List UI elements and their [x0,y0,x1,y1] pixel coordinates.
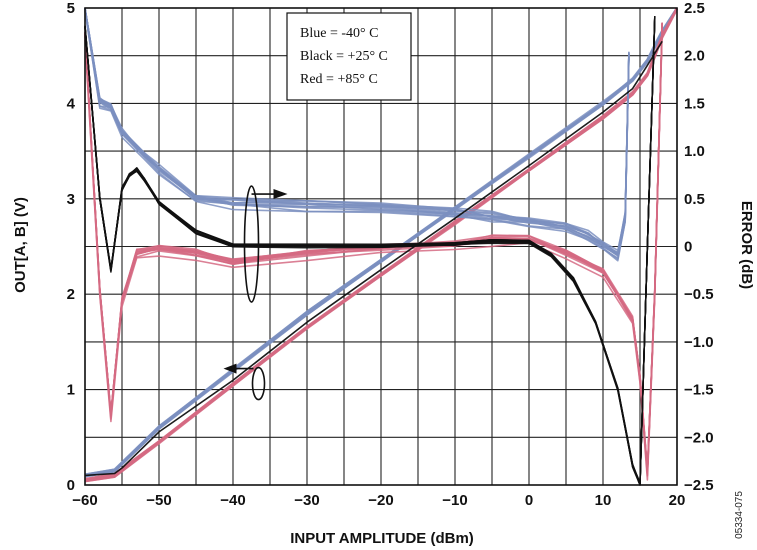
x-tick-label: 10 [595,492,612,509]
y-right-tick-label: −1.5 [684,382,714,399]
x-tick-label: −50 [146,492,171,509]
y-right-tick-label: −1.0 [684,334,714,351]
series-layer [84,7,678,486]
y-left-tick-label: 2 [67,286,75,303]
y-right-tick-label: 2.0 [684,48,705,65]
legend-entry-red: Red = +85° C [300,72,378,87]
y-right-tick-label: −2.5 [684,477,714,494]
x-tick-label: 20 [669,492,686,509]
legend: Blue = -40° C Black = +25° C Red = +85° … [286,12,412,101]
series-line [84,8,630,261]
series-black-out [84,40,663,477]
y-left-tick-label: 0 [67,477,75,494]
y-right-tick-label: 0 [684,239,692,256]
series-line [84,9,630,257]
x-tick-label: 0 [525,492,533,509]
y-right-tick-label: 0.5 [684,191,705,208]
figure-id: 05334-075 [734,491,745,539]
y-right-tick-label: −2.0 [684,429,714,446]
series-line [84,40,663,477]
y-right-tick-label: −0.5 [684,286,714,303]
y-left-tick-label: 1 [67,382,75,399]
y-axis-label-left: OUT[A, B] (V) [12,197,29,293]
plot-frame [84,7,678,486]
x-tick-label: −30 [294,492,319,509]
y-right-tick-label: 1.5 [684,95,705,112]
x-tick-label: −60 [72,492,97,509]
y-axis-label-right: ERROR (dB) [738,201,755,289]
annotation-loop [243,185,260,303]
legend-entry-blue: Blue = -40° C [300,26,378,41]
x-tick-label: −40 [220,492,245,509]
axis-indicator-left [223,363,266,401]
series-line [84,16,656,484]
y-left-tick-label: 4 [67,95,76,112]
legend-box [286,12,412,101]
y-left-tick-label: 3 [67,191,75,208]
y-right-tick-label: 1.0 [684,143,705,160]
arrow-head-right-icon [273,189,288,200]
annotation-loop [251,366,266,401]
y-right-tick-label: 2.5 [684,0,705,17]
y-left-tick-label: 5 [67,0,75,17]
annotations [223,185,288,401]
arrow-head-left-icon [223,363,237,374]
x-tick-label: −10 [442,492,467,509]
series-blue-error [84,7,630,262]
legend-entry-black: Black = +25° C [300,49,388,64]
x-axis-label: INPUT AMPLITUDE (dBm) [290,530,474,547]
tick-labels: −60 −50 −40 −30 −20 −10 0 10 20 0 1 2 3 4 5 −2.5 −2.0 −1.… [67,0,714,509]
x-tick-label: −20 [368,492,393,509]
series-black-error [84,15,656,486]
axis-indicator-right [243,185,288,303]
